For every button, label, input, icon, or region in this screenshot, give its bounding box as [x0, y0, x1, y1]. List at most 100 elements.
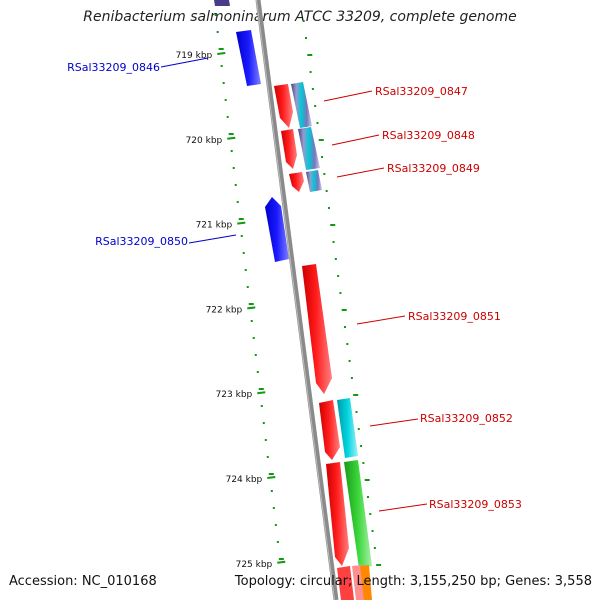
ring-dot	[260, 405, 263, 407]
gene-RSal33209_0850[interactable]	[265, 197, 289, 262]
ring-dot	[341, 309, 347, 311]
leader-RSal33209_0849	[336, 167, 385, 178]
axis-tick-label: 720 kbp	[186, 136, 223, 146]
ring-dot	[256, 371, 259, 373]
ring-dot	[325, 190, 328, 192]
ring-dot	[334, 258, 337, 260]
ring-dot	[270, 490, 273, 492]
ring-dot	[278, 558, 284, 560]
map-title: Renibacterium salmoninarum ATCC 33209, c…	[83, 9, 517, 25]
ring-dot	[353, 394, 359, 396]
axis-tick-label: 724 kbp	[226, 475, 263, 485]
genome-backbone	[255, 0, 339, 600]
ring-dot	[348, 360, 351, 362]
gene-arrow	[274, 84, 293, 128]
ring-dot	[371, 530, 374, 532]
leader-RSal33209_0850	[188, 234, 237, 244]
gene-arrow	[289, 172, 304, 192]
label-RSal33209_0852[interactable]: RSal33209_0852	[420, 412, 513, 425]
label-RSal33209_0850[interactable]: RSal33209_0850	[95, 235, 188, 248]
gene-arrow	[281, 129, 297, 169]
axis-tick	[257, 391, 266, 395]
ring-dot	[234, 184, 237, 186]
ring-dot	[266, 456, 269, 458]
ring-dot	[360, 445, 363, 447]
feature-stripe	[291, 82, 312, 128]
ring-dot	[330, 224, 336, 226]
leader-RSal33209_0846	[160, 57, 209, 68]
leader-RSal33209_0851	[356, 315, 406, 325]
gene-arrow	[326, 462, 349, 566]
axis-tick	[277, 560, 286, 564]
gene-RSal33209_0849[interactable]	[289, 170, 322, 192]
gene-RSal33209_0851[interactable]	[302, 264, 332, 394]
label-RSal33209_0846[interactable]: RSal33209_0846	[67, 61, 160, 74]
ring-dot	[302, 20, 305, 22]
ring-dot	[376, 564, 382, 566]
genome-summary: Topology: circular; Length: 3,155,250 bp…	[234, 574, 592, 589]
gene-arrow	[302, 264, 332, 394]
axis-tick	[267, 476, 276, 479]
axis-tick-label: 719 kbp	[176, 51, 213, 61]
inner-ring-guide	[214, 14, 284, 560]
ring-dot	[337, 275, 340, 277]
label-RSal33209_0851[interactable]: RSal33209_0851	[408, 310, 501, 323]
genome-backbone-highlight	[256, 0, 335, 600]
ring-dot	[327, 207, 330, 209]
label-RSal33209_0853[interactable]: RSal33209_0853	[429, 498, 522, 511]
gene-arrow	[236, 30, 261, 86]
label-RSal33209_0848[interactable]: RSal33209_0848	[382, 129, 475, 142]
feature-cyan	[337, 398, 358, 458]
axis-tick	[227, 136, 236, 140]
ring-dot	[362, 462, 365, 464]
gene-RSal33209_0853[interactable]	[326, 460, 372, 568]
ring-dot	[222, 82, 225, 84]
gene-arrow	[265, 197, 289, 262]
ring-dot	[240, 235, 243, 237]
ring-dot	[252, 337, 255, 339]
ring-dot	[226, 116, 229, 118]
ring-dot	[339, 292, 342, 294]
axis-tick-label: 721 kbp	[196, 221, 233, 231]
ring-dot	[214, 14, 217, 16]
axis-tick-label: 723 kbp	[216, 390, 253, 400]
ring-dot	[316, 122, 319, 124]
gene-RSal33209_0852[interactable]	[319, 398, 358, 460]
ring-dot	[258, 388, 264, 390]
gene-partial-bottom	[337, 565, 372, 600]
feature-stripe	[306, 170, 322, 192]
axis-tick	[237, 221, 246, 225]
ring-dot	[254, 354, 257, 356]
leader-RSal33209_0853	[378, 503, 428, 512]
ring-dot	[242, 252, 245, 254]
ring-dot	[250, 320, 253, 322]
accession-label: Accession: NC_010168	[9, 574, 157, 589]
ring-dot	[232, 167, 235, 169]
axis-tick	[247, 306, 256, 310]
ring-dot	[264, 439, 267, 441]
ring-dot	[366, 496, 369, 498]
ring-dot	[216, 31, 219, 33]
axis-tick	[217, 52, 226, 55]
ring-dot	[373, 547, 376, 549]
axis-tick-label: 722 kbp	[206, 305, 243, 315]
label-RSal33209_0849[interactable]: RSal33209_0849	[387, 162, 480, 175]
label-RSal33209_0847[interactable]: RSal33209_0847	[375, 85, 468, 98]
ring-dot	[272, 507, 275, 509]
gene-RSal33209_0847[interactable]	[274, 82, 312, 128]
axis-ticks: 719 kbp 720 kbp 721 kbp 722 kbp 723 kbp 724 k…	[176, 51, 286, 570]
gene-RSal33209_0848[interactable]	[281, 127, 320, 170]
axis-tick-label: 725 kbp	[236, 560, 273, 570]
leader-RSal33209_0848	[331, 134, 380, 146]
ring-dot	[311, 88, 314, 90]
ring-dot	[355, 411, 358, 413]
ring-dot	[262, 422, 265, 424]
ring-dot	[357, 428, 360, 430]
gene-RSal33209_0846[interactable]	[214, 0, 261, 86]
feature-stripe	[298, 127, 320, 170]
leader-RSal33209_0847	[323, 90, 373, 102]
ring-dot	[309, 71, 312, 73]
gene-arrow-partial	[214, 0, 230, 6]
